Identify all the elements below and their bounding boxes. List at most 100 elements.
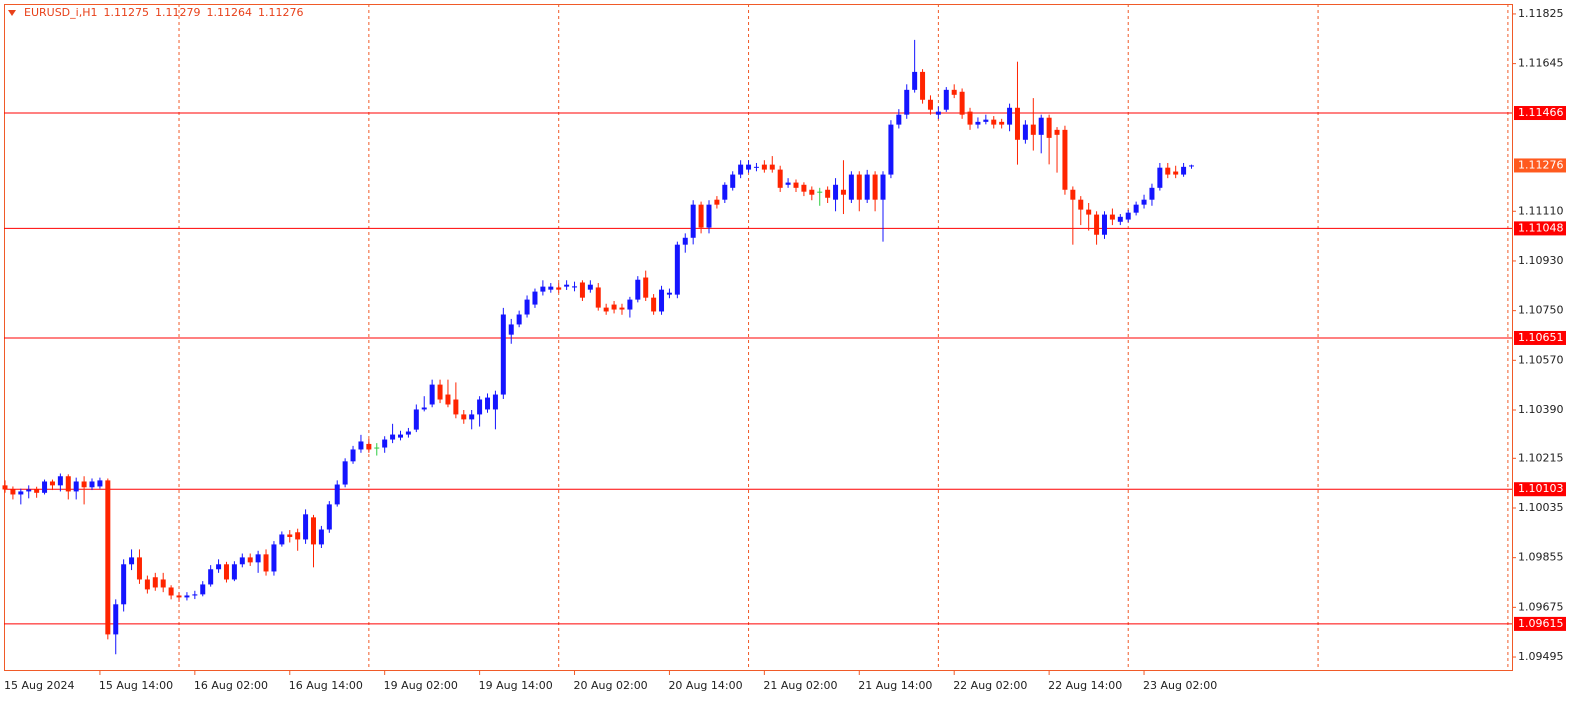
candle-body bbox=[508, 324, 514, 335]
y-tick-label: 1.10930 bbox=[1518, 254, 1564, 267]
candle-body bbox=[1054, 129, 1060, 135]
last-high: 1.11279 bbox=[154, 6, 201, 19]
candle-body bbox=[160, 579, 166, 588]
candle-body bbox=[73, 481, 79, 492]
candle-body bbox=[113, 604, 119, 635]
candle-body bbox=[10, 489, 16, 495]
candle-body bbox=[1189, 165, 1194, 167]
candle-body bbox=[1038, 117, 1044, 135]
candle-body bbox=[318, 529, 324, 545]
level-label-box bbox=[1514, 106, 1566, 121]
candle-body bbox=[208, 569, 214, 585]
candle-body bbox=[437, 384, 443, 400]
candle-body bbox=[548, 286, 554, 290]
candle-body bbox=[263, 554, 269, 572]
candle-body bbox=[983, 119, 989, 122]
candle-body bbox=[1141, 199, 1147, 205]
candle-body bbox=[334, 484, 340, 505]
candle-body bbox=[753, 166, 759, 168]
candle-body bbox=[840, 189, 846, 195]
level-label-box bbox=[1514, 482, 1566, 497]
x-tick-label: 15 Aug 2024 bbox=[4, 679, 74, 692]
candle-body bbox=[714, 199, 720, 205]
candle-body bbox=[492, 394, 498, 410]
candle-body bbox=[904, 89, 910, 115]
price-label: 1.11276 bbox=[1518, 158, 1564, 171]
candle-body bbox=[627, 299, 633, 310]
candle-body bbox=[1078, 199, 1084, 210]
candle-body bbox=[516, 314, 522, 325]
candle-body bbox=[967, 111, 973, 125]
candle-body bbox=[690, 204, 696, 238]
candle-body bbox=[1062, 129, 1068, 190]
candle-body bbox=[105, 480, 111, 635]
candle-body bbox=[730, 174, 736, 188]
candle-body bbox=[390, 434, 396, 440]
candle-body bbox=[421, 407, 427, 410]
y-tick-label: 1.11825 bbox=[1518, 7, 1564, 20]
candle-body bbox=[81, 481, 87, 488]
candle-body bbox=[500, 314, 506, 395]
candle-body bbox=[1094, 214, 1100, 235]
candle-body bbox=[255, 554, 261, 563]
y-tick-label: 1.11110 bbox=[1518, 204, 1564, 217]
candle-body bbox=[1070, 189, 1076, 200]
x-tick-label: 22 Aug 14:00 bbox=[1048, 679, 1122, 692]
candle-body bbox=[1046, 117, 1052, 138]
candle-body bbox=[619, 307, 625, 310]
y-tick-label: 1.09495 bbox=[1518, 650, 1564, 663]
candle-body bbox=[769, 164, 775, 170]
candle-body bbox=[880, 174, 886, 200]
candle-body bbox=[1165, 167, 1171, 175]
candle-body bbox=[833, 184, 839, 200]
candle-body bbox=[825, 189, 831, 198]
candle-body bbox=[429, 384, 435, 405]
candle-body bbox=[1157, 167, 1163, 188]
candle-body bbox=[485, 397, 491, 410]
candle-body bbox=[1014, 107, 1020, 140]
candle-body bbox=[761, 164, 767, 170]
candle-body bbox=[65, 476, 71, 492]
y-tick-label: 1.10390 bbox=[1518, 403, 1564, 416]
candle-body bbox=[1109, 214, 1115, 220]
x-tick-label: 16 Aug 02:00 bbox=[194, 679, 268, 692]
candle-body bbox=[34, 489, 40, 493]
candle-body bbox=[1125, 212, 1131, 220]
candle-body bbox=[896, 114, 902, 125]
candle-body bbox=[935, 111, 941, 115]
candle-body bbox=[1007, 107, 1013, 125]
candle-body bbox=[1030, 124, 1036, 135]
candle-body bbox=[342, 461, 348, 485]
candle-body bbox=[121, 564, 127, 605]
candle-body bbox=[579, 282, 585, 298]
candle-body bbox=[310, 517, 316, 545]
candle-body bbox=[746, 164, 752, 170]
candle-body bbox=[176, 595, 182, 598]
candle-body bbox=[951, 89, 957, 95]
candle-body bbox=[279, 534, 285, 545]
y-tick-label: 1.10570 bbox=[1518, 353, 1564, 366]
candle-body bbox=[975, 121, 981, 125]
x-tick-label: 23 Aug 02:00 bbox=[1143, 679, 1217, 692]
candle-body bbox=[97, 480, 103, 487]
candle-body bbox=[239, 557, 245, 565]
x-tick-label: 15 Aug 14:00 bbox=[99, 679, 173, 692]
candle-body bbox=[738, 164, 744, 175]
y-tick-label: 1.10035 bbox=[1518, 501, 1564, 514]
candle-body bbox=[777, 169, 783, 188]
candle-body bbox=[303, 514, 309, 540]
candle-body bbox=[706, 204, 712, 228]
candle-body bbox=[405, 431, 411, 435]
candle-body bbox=[991, 119, 997, 125]
last-low: 1.11264 bbox=[206, 6, 252, 19]
y-tick-label: 1.11645 bbox=[1518, 57, 1564, 70]
level-label-box bbox=[1514, 221, 1566, 236]
candle-body bbox=[864, 174, 870, 200]
candle-body bbox=[809, 189, 815, 195]
candle-body bbox=[350, 449, 356, 462]
candle-body bbox=[366, 443, 372, 450]
candle-body bbox=[358, 441, 364, 450]
candle-body bbox=[413, 409, 419, 430]
candle-body bbox=[848, 174, 854, 200]
